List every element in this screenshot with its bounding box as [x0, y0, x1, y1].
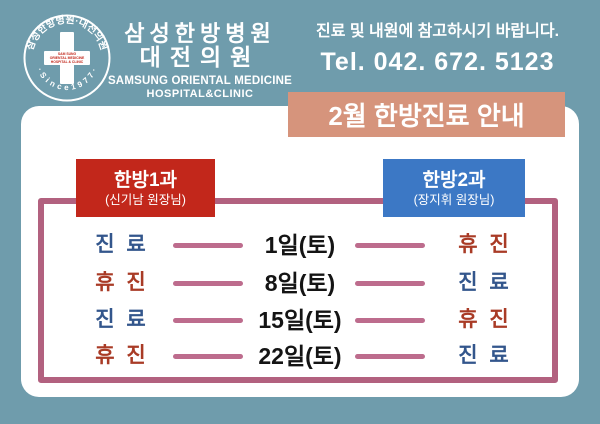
- connector-line: [173, 318, 243, 323]
- hospital-name-kr-line1: 삼성한방병원: [124, 21, 276, 46]
- dept2-badge: 한방2과 (장지휘 원장님): [383, 159, 525, 217]
- dept1-status: 휴 진: [95, 344, 149, 367]
- hospital-name-kr-line2: 대전의원: [139, 44, 261, 70]
- svg-text:SAM SUNG: SAM SUNG: [58, 52, 77, 56]
- dept2-doctor: (장지휘 원장님): [413, 192, 495, 207]
- connector-line: [355, 281, 425, 286]
- connector-line: [173, 354, 243, 359]
- hospital-title-block: 삼성한방병원 대전의원 SAMSUNG ORIENTAL MEDICINE HO…: [100, 22, 300, 100]
- phone-number: Tel. 042. 672. 5123: [320, 48, 555, 76]
- connector-line: [355, 354, 425, 359]
- svg-text:HOSPITAL & CLINIC: HOSPITAL & CLINIC: [51, 60, 84, 64]
- connector-line: [173, 243, 243, 248]
- dept1-badge: 한방1과 (신기남 원장님): [76, 159, 215, 217]
- schedule-row: 휴 진 8일(토) 진 료: [40, 268, 556, 298]
- schedule-row: 진 료 15일(토) 휴 진: [40, 305, 556, 335]
- schedule-date: 1일(토): [264, 232, 336, 258]
- notice-text: 진료 및 내원에 참고하시기 바랍니다.: [315, 23, 560, 40]
- schedule-frame: [38, 198, 558, 383]
- schedule-row: 진 료 1일(토) 휴 진: [40, 230, 556, 260]
- dept2-name: 한방2과: [422, 169, 486, 191]
- dept1-status: 진 료: [95, 308, 149, 331]
- hospital-name-en-line2: HOSPITAL&CLINIC: [146, 88, 254, 100]
- schedule-date: 15일(토): [258, 307, 342, 333]
- dept2-status: 휴 진: [458, 308, 512, 331]
- dept2-status: 진 료: [458, 271, 512, 294]
- svg-text:ORIENTAL MEDICINE: ORIENTAL MEDICINE: [50, 56, 85, 60]
- dept2-status: 휴 진: [458, 233, 512, 256]
- dept1-doctor: (신기남 원장님): [105, 192, 186, 207]
- schedule-date: 22일(토): [258, 343, 342, 369]
- hospital-name-en-line1: SAMSUNG ORIENTAL MEDICINE: [107, 75, 293, 87]
- dept2-status: 진 료: [458, 344, 512, 367]
- hospital-cross-icon: SAM SUNG ORIENTAL MEDICINE HOSPITAL & CL…: [44, 32, 90, 84]
- schedule-card: [21, 106, 579, 397]
- dept1-name: 한방1과: [113, 169, 177, 191]
- month-banner: 2월 한방진료 안내: [288, 92, 565, 137]
- dept1-status: 진 료: [95, 233, 149, 256]
- hospital-logo-icon: 삼성한방병원·대전의원 · S i n c e 1 9 7 7 · SAM SU…: [23, 13, 111, 102]
- schedule-row: 휴 진 22일(토) 진 료: [40, 341, 556, 371]
- connector-line: [355, 243, 425, 248]
- connector-line: [173, 281, 243, 286]
- connector-line: [355, 318, 425, 323]
- dept1-status: 휴 진: [95, 271, 149, 294]
- schedule-date: 8일(토): [264, 270, 336, 296]
